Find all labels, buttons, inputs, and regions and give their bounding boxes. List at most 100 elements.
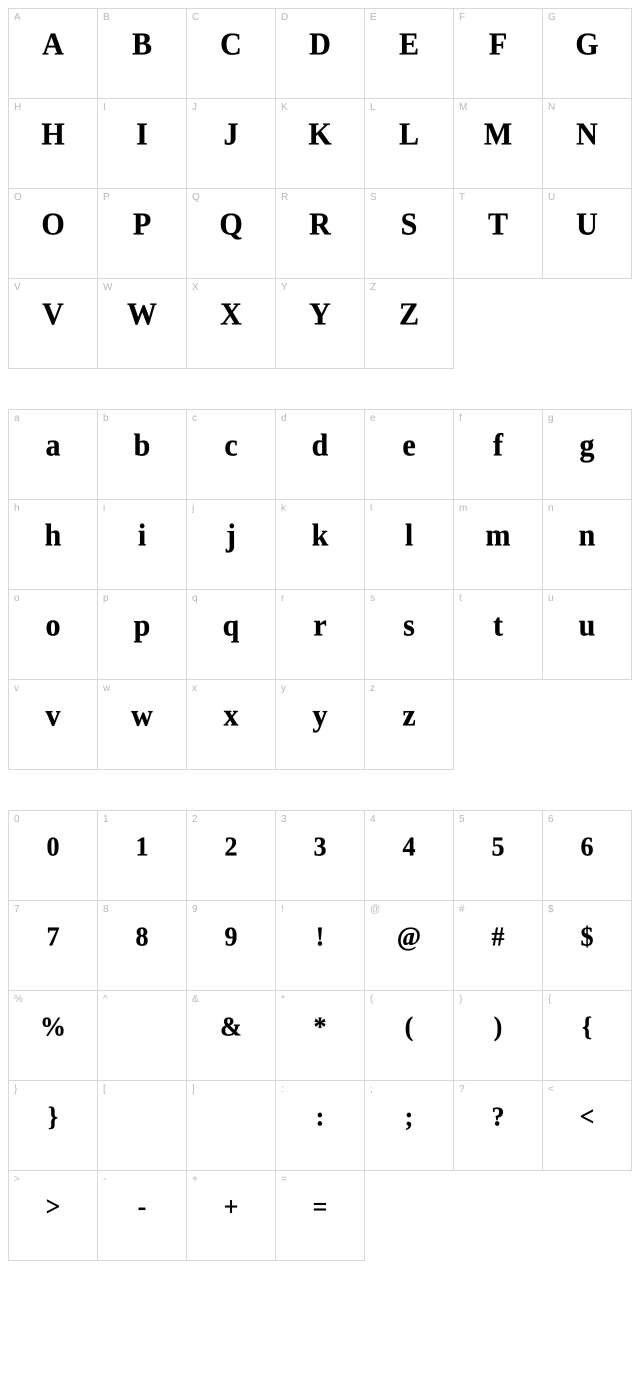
- glyph-cell-glyph: I: [136, 119, 148, 151]
- glyph-cell: YY: [276, 279, 365, 369]
- glyph-cell: bb: [98, 410, 187, 500]
- glyph-cell-glyph: h: [45, 520, 62, 552]
- glyph-cell: LL: [365, 99, 454, 189]
- glyph-cell-label: I: [103, 102, 106, 113]
- glyph-cell-label: e: [370, 413, 376, 424]
- glyph-section-numbers-symbols: 00112233445566778899!!@@##$$%%^&&**(()){…: [8, 810, 632, 1261]
- glyph-section-lowercase: aabbccddeeffgghhiijjkkllmmnnooppqqrrsstt…: [8, 409, 632, 770]
- glyph-cell-label: H: [14, 102, 21, 113]
- glyph-cell-glyph: &: [220, 1013, 242, 1040]
- glyph-cell: rr: [276, 590, 365, 680]
- glyph-cell-glyph: (: [405, 1013, 414, 1040]
- glyph-cell: $$: [543, 901, 632, 991]
- glyph-cell-label: M: [459, 102, 467, 113]
- glyph-cell: <<: [543, 1081, 632, 1171]
- glyph-cell-label: u: [548, 593, 554, 604]
- glyph-cell-label: C: [192, 12, 199, 23]
- glyph-cell: [: [98, 1081, 187, 1171]
- glyph-cell: TT: [454, 189, 543, 279]
- glyph-cell-glyph: d: [312, 430, 329, 462]
- glyph-cell-glyph: 0: [47, 833, 60, 860]
- glyph-cell: ZZ: [365, 279, 454, 369]
- glyph-cell-label: X: [192, 282, 199, 293]
- glyph-cell-label: t: [459, 593, 462, 604]
- glyph-cell-glyph: Q: [219, 209, 242, 241]
- glyph-cell-glyph: M: [484, 119, 512, 151]
- glyph-cell: qq: [187, 590, 276, 680]
- glyph-cell-label: l: [370, 503, 372, 514]
- glyph-cell-glyph: b: [134, 430, 151, 462]
- glyph-cell-glyph: K: [308, 119, 331, 151]
- glyph-cell-label: T: [459, 192, 465, 203]
- glyph-cell: RR: [276, 189, 365, 279]
- glyph-cell: dd: [276, 410, 365, 500]
- glyph-cell: KK: [276, 99, 365, 189]
- glyph-cell: @@: [365, 901, 454, 991]
- glyph-cell-glyph: y: [313, 700, 328, 732]
- glyph-cell: 88: [98, 901, 187, 991]
- glyph-cell-glyph: v: [46, 700, 61, 732]
- glyph-cell: FF: [454, 9, 543, 99]
- glyph-cell-glyph: #: [492, 923, 505, 950]
- glyph-cell-label: E: [370, 12, 377, 23]
- glyph-cell-glyph: 5: [492, 833, 505, 860]
- glyph-cell: 55: [454, 811, 543, 901]
- glyph-cell: ll: [365, 500, 454, 590]
- glyph-cell-label: Z: [370, 282, 376, 293]
- glyph-cell-label: &: [192, 994, 199, 1005]
- glyph-cell-glyph: 1: [136, 833, 149, 860]
- glyph-cell-glyph: 9: [225, 923, 238, 950]
- glyph-cell-glyph: x: [224, 700, 239, 732]
- glyph-cell-glyph: E: [399, 29, 419, 61]
- glyph-cell-label: c: [192, 413, 197, 424]
- glyph-cell: ##: [454, 901, 543, 991]
- glyph-cell-glyph: P: [133, 209, 151, 241]
- glyph-cell: GG: [543, 9, 632, 99]
- glyph-cell-label: 2: [192, 814, 198, 825]
- glyph-cell: ??: [454, 1081, 543, 1171]
- glyph-section-uppercase: AABBCCDDEEFFGGHHIIJJKKLLMMNNOOPPQQRRSSTT…: [8, 8, 632, 369]
- glyph-cell-label: @: [370, 904, 380, 915]
- glyph-cell: JJ: [187, 99, 276, 189]
- glyph-cell-label: [: [103, 1084, 106, 1095]
- glyph-cell-glyph: ?: [492, 1103, 505, 1130]
- glyph-cell-label: m: [459, 503, 467, 514]
- glyph-cell: vv: [9, 680, 98, 770]
- glyph-cell-label: x: [192, 683, 197, 694]
- glyph-cell-glyph: N: [576, 119, 598, 151]
- glyph-cell: QQ: [187, 189, 276, 279]
- glyph-cell-label: i: [103, 503, 105, 514]
- glyph-cell: --: [98, 1171, 187, 1261]
- glyph-cell-glyph: D: [309, 29, 331, 61]
- glyph-cell-label: a: [14, 413, 20, 424]
- glyph-cell-label: n: [548, 503, 554, 514]
- glyph-cell-label: -: [103, 1174, 106, 1185]
- glyph-cell: OO: [9, 189, 98, 279]
- glyph-cell-glyph: V: [42, 299, 64, 331]
- glyph-cell: 66: [543, 811, 632, 901]
- glyph-cell-label: ;: [370, 1084, 373, 1095]
- glyph-cell-glyph: G: [575, 29, 598, 61]
- glyph-cell-glyph: $: [581, 923, 594, 950]
- glyph-cell-label: 3: [281, 814, 287, 825]
- glyph-cell-glyph: X: [220, 299, 242, 331]
- glyph-cell-glyph: +: [224, 1193, 239, 1220]
- glyph-cell-glyph: e: [402, 430, 415, 462]
- glyph-cell-label: f: [459, 413, 462, 424]
- glyph-cell: ::: [276, 1081, 365, 1171]
- glyph-cell: ++: [187, 1171, 276, 1261]
- glyph-cell-label: b: [103, 413, 109, 424]
- glyph-cell-glyph: -: [138, 1193, 147, 1220]
- glyph-cell-label: S: [370, 192, 377, 203]
- glyph-cell-label: p: [103, 593, 109, 604]
- glyph-cell-label: d: [281, 413, 287, 424]
- glyph-cell: pp: [98, 590, 187, 680]
- glyph-cell-glyph: a: [46, 430, 61, 462]
- glyph-cell: %%: [9, 991, 98, 1081]
- glyph-cell-glyph: *: [314, 1013, 327, 1040]
- glyph-cell-label: {: [548, 994, 551, 1005]
- glyph-cell-glyph: 6: [581, 833, 594, 860]
- glyph-cell-glyph: W: [127, 299, 157, 331]
- glyph-cell-glyph: r: [313, 610, 326, 642]
- glyph-cell: ==: [276, 1171, 365, 1261]
